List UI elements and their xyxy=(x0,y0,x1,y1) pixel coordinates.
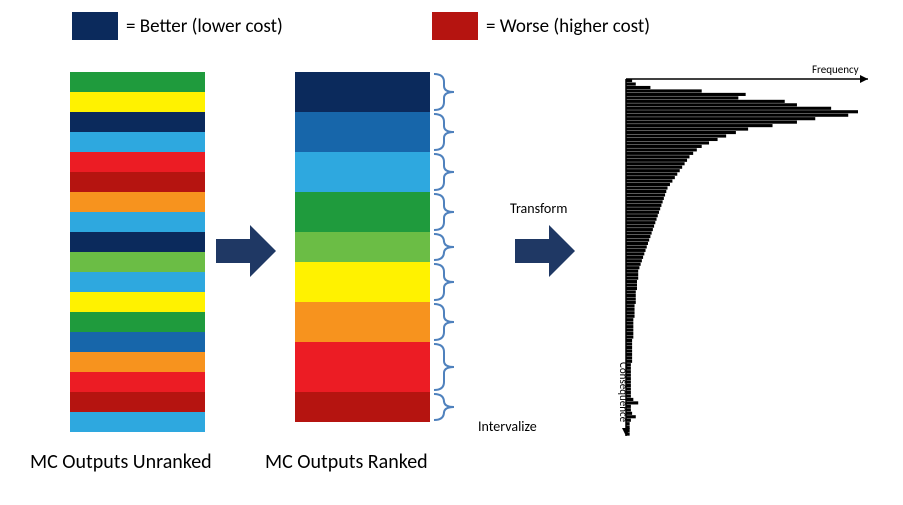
ranked-stack xyxy=(295,72,430,422)
interval-bracket-icon xyxy=(432,232,458,262)
interval-brackets xyxy=(432,72,458,422)
legend-worse: = Worse (higher cost) xyxy=(432,12,650,40)
stack-segment xyxy=(70,72,205,92)
interval-bracket-icon xyxy=(432,152,458,192)
unranked-caption: MC Outputs Unranked xyxy=(30,450,212,474)
interval-bracket-icon xyxy=(432,392,458,422)
unranked-stack xyxy=(70,72,205,432)
legend-better: = Better (lower cost) xyxy=(72,12,283,40)
stack-segment xyxy=(295,112,430,152)
legend-worse-swatch xyxy=(432,12,478,40)
stack-segment xyxy=(295,72,430,112)
stack-segment xyxy=(295,232,430,262)
stack-segment xyxy=(70,312,205,332)
stack-segment xyxy=(70,232,205,252)
arrow-to-histogram-icon xyxy=(515,225,575,282)
interval-bracket-icon xyxy=(432,342,458,392)
ranked-caption: MC Outputs Ranked xyxy=(265,450,428,474)
stack-segment xyxy=(70,272,205,292)
stack-segment xyxy=(70,172,205,192)
stack-segment xyxy=(295,192,430,232)
stack-segment xyxy=(70,92,205,112)
interval-bracket-icon xyxy=(432,112,458,152)
stack-segment xyxy=(70,252,205,272)
legend-better-label: = Better (lower cost) xyxy=(126,15,283,38)
intervalize-label: Intervalize xyxy=(478,418,537,435)
stack-segment xyxy=(70,392,205,412)
stack-segment xyxy=(295,342,430,392)
legend-worse-label: = Worse (higher cost) xyxy=(486,15,650,38)
interval-bracket-icon xyxy=(432,192,458,232)
interval-bracket-icon xyxy=(432,72,458,112)
legend-better-swatch xyxy=(72,12,118,40)
stack-segment xyxy=(70,412,205,432)
stack-segment xyxy=(70,292,205,312)
stack-segment xyxy=(295,262,430,302)
stack-segment xyxy=(295,302,430,342)
arrow-to-ranked-icon xyxy=(216,225,276,282)
frequency-histogram xyxy=(612,65,872,445)
interval-bracket-icon xyxy=(432,302,458,342)
stack-segment xyxy=(295,392,430,422)
stack-segment xyxy=(70,212,205,232)
stack-segment xyxy=(70,372,205,392)
interval-bracket-icon xyxy=(432,262,458,302)
transform-label: Transform xyxy=(510,200,567,217)
stack-segment xyxy=(295,152,430,192)
stack-segment xyxy=(70,332,205,352)
histogram-x-label: Frequency xyxy=(812,63,859,76)
histogram-y-label: Consequence xyxy=(617,362,630,422)
stack-segment xyxy=(70,112,205,132)
stack-segment xyxy=(70,352,205,372)
stack-segment xyxy=(70,192,205,212)
stack-segment xyxy=(70,152,205,172)
stack-segment xyxy=(70,132,205,152)
